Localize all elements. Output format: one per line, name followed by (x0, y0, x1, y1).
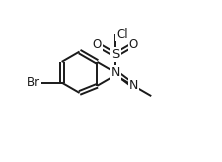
Text: S: S (111, 48, 120, 61)
Text: N: N (129, 79, 138, 92)
Text: Cl: Cl (116, 28, 128, 40)
Text: Br: Br (27, 76, 40, 89)
Text: O: O (93, 38, 102, 51)
Text: O: O (129, 38, 138, 51)
Text: N: N (111, 66, 120, 79)
